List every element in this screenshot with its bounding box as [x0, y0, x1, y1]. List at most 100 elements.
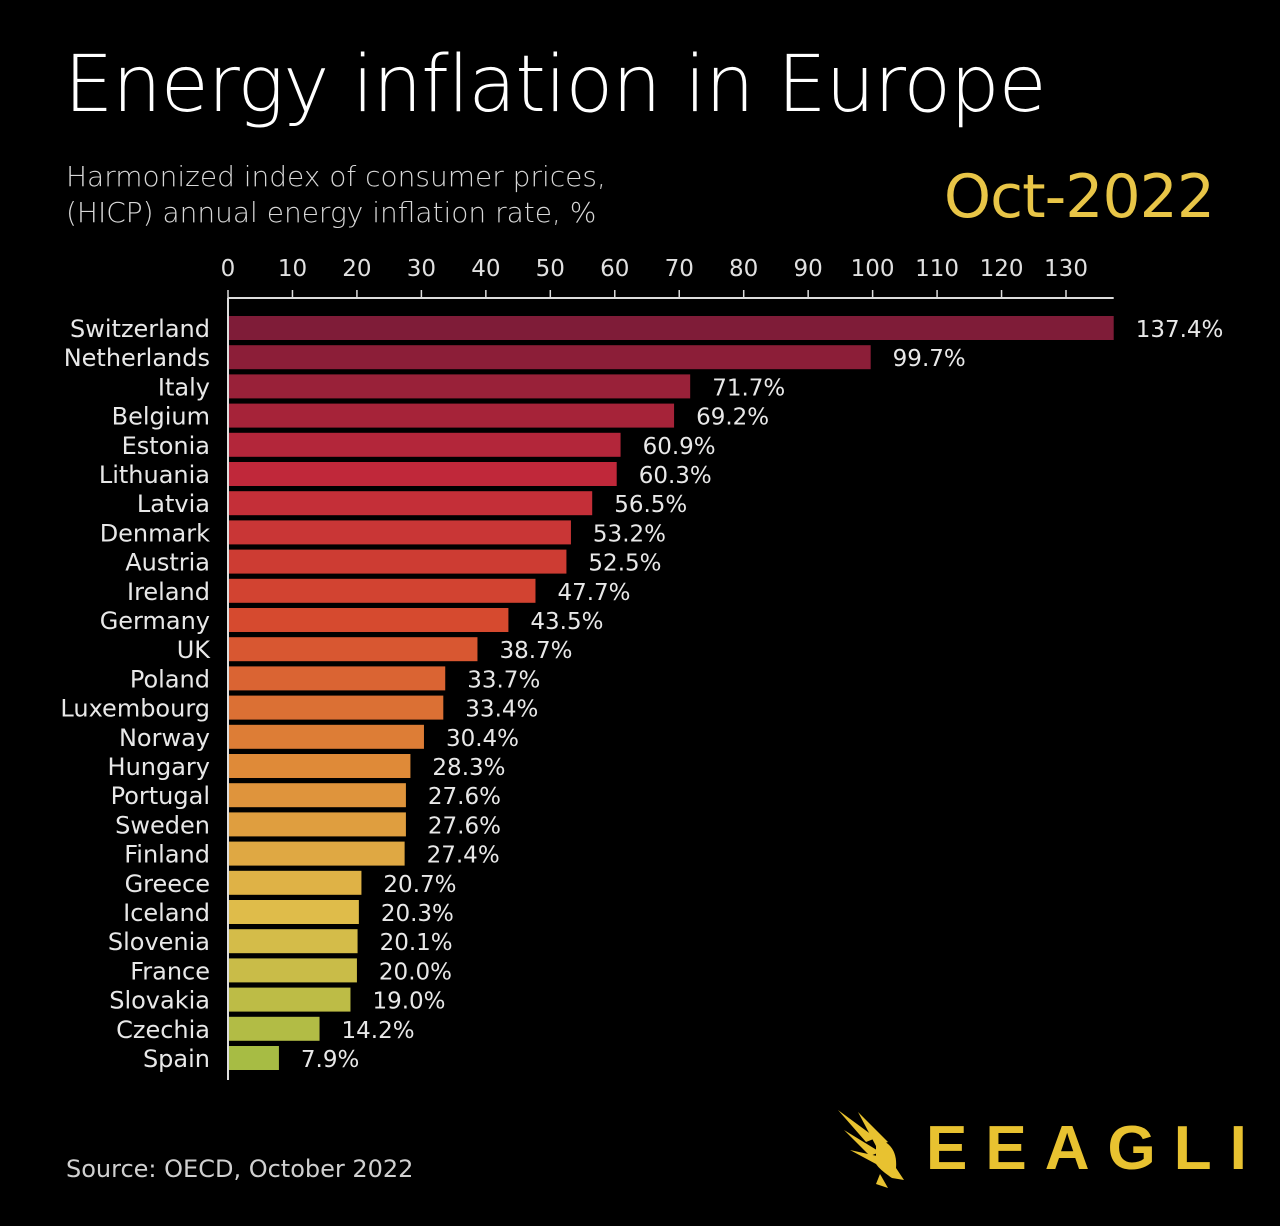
bar — [229, 637, 478, 662]
bar — [229, 345, 871, 370]
data-label: 43.5% — [530, 609, 603, 635]
x-tick-label: 20 — [342, 256, 371, 282]
x-tick-label: 70 — [665, 256, 694, 282]
bar — [229, 462, 617, 486]
category-label: Netherlands — [64, 344, 210, 372]
category-label: Belgium — [112, 403, 210, 431]
data-label: 71.7% — [712, 375, 785, 401]
category-label: Ireland — [127, 578, 210, 606]
bar — [229, 316, 1114, 340]
category-label: Finland — [124, 841, 210, 869]
source-note: Source: OECD, October 2022 — [66, 1155, 414, 1183]
category-label: Spain — [143, 1045, 210, 1073]
category-label: Portugal — [111, 782, 210, 810]
subtitle-line1: Harmonized index of consumer prices, — [66, 160, 606, 193]
date-label: Oct-2022 — [943, 162, 1215, 232]
category-label: Poland — [130, 665, 210, 693]
data-label: 20.7% — [383, 872, 456, 898]
data-label: 69.2% — [696, 405, 769, 431]
x-tick-label: 40 — [471, 256, 500, 282]
chart-title: Energy inflation in Europe — [64, 40, 1047, 130]
data-label: 27.4% — [427, 843, 500, 869]
category-label: UK — [177, 636, 212, 664]
category-label: Slovenia — [108, 928, 210, 956]
x-tick-label: 130 — [1044, 256, 1088, 282]
category-label: Slovakia — [109, 987, 210, 1015]
category-label: Italy — [158, 373, 210, 401]
bar — [229, 666, 446, 691]
data-label: 14.2% — [342, 1018, 415, 1044]
logo-text: EEAGLI — [926, 1113, 1265, 1183]
data-label: 60.9% — [643, 434, 716, 460]
category-label: Germany — [100, 607, 210, 635]
bar — [229, 432, 621, 457]
bar — [229, 374, 691, 399]
category-label: Luxembourg — [60, 695, 210, 723]
category-label: Hungary — [108, 753, 210, 781]
eagle-icon — [838, 1110, 904, 1188]
data-label: 38.7% — [499, 638, 572, 664]
subtitle-line2: (HICP) annual energy inflation rate, % — [66, 196, 597, 229]
category-label: France — [130, 957, 210, 985]
data-label: 56.5% — [614, 492, 687, 518]
bar — [229, 754, 411, 778]
x-tick-label: 120 — [980, 256, 1024, 282]
data-label: 60.3% — [639, 463, 712, 489]
category-label: Norway — [119, 724, 210, 752]
x-tick-label: 0 — [221, 256, 236, 282]
bar — [229, 870, 362, 895]
data-label: 20.0% — [379, 959, 452, 985]
category-label: Czechia — [116, 1016, 210, 1044]
data-label: 27.6% — [428, 813, 501, 839]
bar — [229, 403, 675, 428]
bar — [229, 695, 444, 720]
bar — [229, 724, 424, 749]
x-tick-label: 10 — [278, 256, 307, 282]
data-label: 99.7% — [893, 346, 966, 372]
category-label: Latvia — [137, 490, 210, 518]
data-label: 53.2% — [593, 521, 666, 547]
bar — [229, 812, 406, 837]
bar — [229, 900, 359, 924]
x-tick-label: 50 — [536, 256, 565, 282]
bar — [229, 549, 567, 574]
bar — [229, 841, 405, 866]
x-tick-label: 80 — [729, 256, 758, 282]
bar — [229, 958, 357, 983]
data-label: 28.3% — [432, 755, 505, 781]
data-label: 47.7% — [557, 580, 630, 606]
category-label: Lithuania — [99, 461, 210, 489]
bar — [229, 520, 571, 545]
bar — [229, 578, 536, 603]
data-label: 33.4% — [465, 697, 538, 723]
category-label: Switzerland — [70, 315, 210, 343]
bar — [229, 987, 351, 1012]
data-label: 137.4% — [1136, 317, 1224, 343]
data-label: 33.7% — [467, 667, 540, 693]
bar — [229, 1016, 320, 1041]
bar — [229, 608, 509, 632]
x-tick-label: 30 — [407, 256, 436, 282]
x-tick-label: 110 — [915, 256, 959, 282]
category-label: Iceland — [123, 899, 210, 927]
logo: EEAGLI — [836, 1108, 1265, 1188]
data-label: 30.4% — [446, 726, 519, 752]
data-label: 7.9% — [301, 1047, 359, 1073]
data-label: 19.0% — [372, 989, 445, 1015]
x-tick-label: 60 — [600, 256, 629, 282]
bar — [229, 929, 358, 954]
data-label: 20.1% — [380, 930, 453, 956]
bar — [229, 1046, 279, 1070]
category-label: Austria — [125, 549, 210, 577]
category-label: Sweden — [115, 811, 210, 839]
category-label: Estonia — [122, 432, 210, 460]
data-label: 20.3% — [381, 901, 454, 927]
x-tick-label: 90 — [794, 256, 823, 282]
category-label: Denmark — [100, 519, 210, 547]
category-label: Greece — [125, 870, 210, 898]
data-label: 52.5% — [588, 551, 661, 577]
bar — [229, 491, 593, 516]
x-tick-label: 100 — [851, 256, 895, 282]
